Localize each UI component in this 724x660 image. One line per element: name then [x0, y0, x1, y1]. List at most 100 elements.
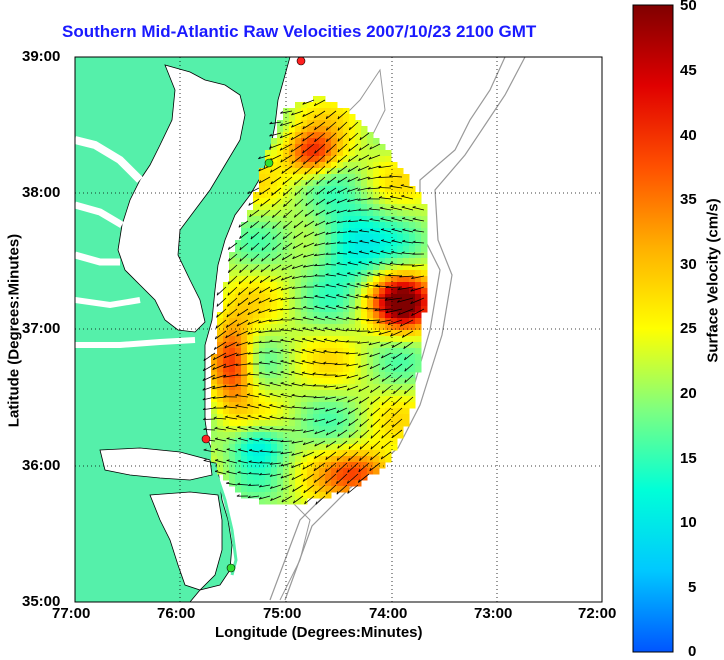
velocity-cell	[301, 288, 308, 295]
velocity-cell	[301, 468, 308, 475]
colorbar-tick-label: 15	[680, 450, 697, 467]
velocity-cell	[337, 228, 344, 235]
velocity-cell	[307, 372, 314, 379]
velocity-cell	[319, 114, 326, 121]
velocity-cell	[367, 288, 374, 295]
velocity-cell	[325, 330, 332, 337]
velocity-cell	[409, 222, 416, 229]
velocity-cell	[403, 408, 410, 415]
velocity-cell	[367, 222, 374, 229]
velocity-cell	[319, 366, 326, 373]
velocity-cell	[355, 318, 362, 325]
velocity-cell	[397, 216, 404, 223]
velocity-arrow	[335, 353, 347, 354]
velocity-cell	[271, 228, 278, 235]
velocity-cell	[361, 324, 368, 331]
velocity-cell	[241, 486, 248, 493]
velocity-cell	[241, 408, 248, 415]
velocity-cell	[337, 264, 344, 271]
velocity-arrow	[378, 177, 391, 178]
velocity-cell	[211, 456, 218, 463]
velocity-cell	[373, 234, 380, 241]
velocity-cell	[361, 306, 368, 313]
velocity-cell	[361, 318, 368, 325]
velocity-cell	[277, 192, 284, 199]
velocity-cell	[241, 264, 248, 271]
velocity-cell	[253, 246, 260, 253]
velocity-cell	[361, 450, 368, 457]
velocity-cell	[349, 342, 356, 349]
velocity-cell	[265, 342, 272, 349]
velocity-cell	[373, 468, 380, 475]
velocity-cell	[343, 114, 350, 121]
station-top	[297, 57, 305, 65]
velocity-cell	[379, 252, 386, 259]
velocity-cell	[307, 444, 314, 451]
velocity-cell	[247, 294, 254, 301]
velocity-cell	[307, 174, 314, 181]
velocity-cell	[403, 414, 410, 421]
colorbar-label: Surface Velocity (cm/s)	[705, 156, 722, 406]
velocity-cell	[241, 240, 248, 247]
velocity-cell	[409, 270, 416, 277]
colorbar-tick-label: 5	[688, 579, 696, 596]
velocity-cell	[361, 300, 368, 307]
velocity-cell	[331, 228, 338, 235]
velocity-cell	[265, 234, 272, 241]
velocity-cell	[271, 150, 278, 157]
velocity-cell	[211, 390, 218, 397]
velocity-cell	[355, 180, 362, 187]
velocity-cell	[415, 222, 422, 229]
velocity-cell	[331, 114, 338, 121]
velocity-cell	[307, 246, 314, 253]
velocity-cell	[271, 420, 278, 427]
velocity-cell	[295, 162, 302, 169]
x-tick-label: 76:00	[157, 605, 195, 622]
velocity-cell	[349, 204, 356, 211]
velocity-cell	[271, 174, 278, 181]
velocity-cell	[271, 216, 278, 223]
velocity-cell	[313, 366, 320, 373]
velocity-cell	[235, 480, 242, 487]
velocity-cell	[355, 438, 362, 445]
velocity-cell	[361, 366, 368, 373]
velocity-cell	[403, 258, 410, 265]
velocity-cell	[235, 240, 242, 247]
velocity-cell	[241, 354, 248, 361]
velocity-cell	[385, 150, 392, 157]
velocity-cell	[379, 144, 386, 151]
velocity-cell	[277, 156, 284, 163]
velocity-cell	[379, 282, 386, 289]
velocity-cell	[379, 210, 386, 217]
velocity-cell	[319, 402, 326, 409]
velocity-cell	[253, 414, 260, 421]
velocity-cell	[259, 294, 266, 301]
velocity-cell	[295, 414, 302, 421]
velocity-cell	[241, 324, 248, 331]
velocity-cell	[331, 174, 338, 181]
velocity-cell	[313, 258, 320, 265]
velocity-cell	[325, 474, 332, 481]
velocity-cell	[397, 354, 404, 361]
velocity-cell	[403, 420, 410, 427]
velocity-cell	[289, 300, 296, 307]
velocity-cell	[289, 396, 296, 403]
velocity-cell	[265, 498, 272, 505]
velocity-cell	[271, 408, 278, 415]
velocity-cell	[247, 336, 254, 343]
velocity-cell	[277, 222, 284, 229]
velocity-cell	[367, 132, 374, 139]
velocity-cell	[343, 204, 350, 211]
velocity-cell	[361, 150, 368, 157]
velocity-cell	[421, 252, 428, 259]
velocity-cell	[379, 276, 386, 283]
velocity-cell	[265, 474, 272, 481]
velocity-cell	[211, 420, 218, 427]
velocity-cell	[295, 132, 302, 139]
velocity-cell	[289, 342, 296, 349]
velocity-cell	[325, 276, 332, 283]
velocity-cell	[319, 234, 326, 241]
velocity-cell	[343, 138, 350, 145]
velocity-cell	[277, 126, 284, 133]
velocity-cell	[385, 336, 392, 343]
